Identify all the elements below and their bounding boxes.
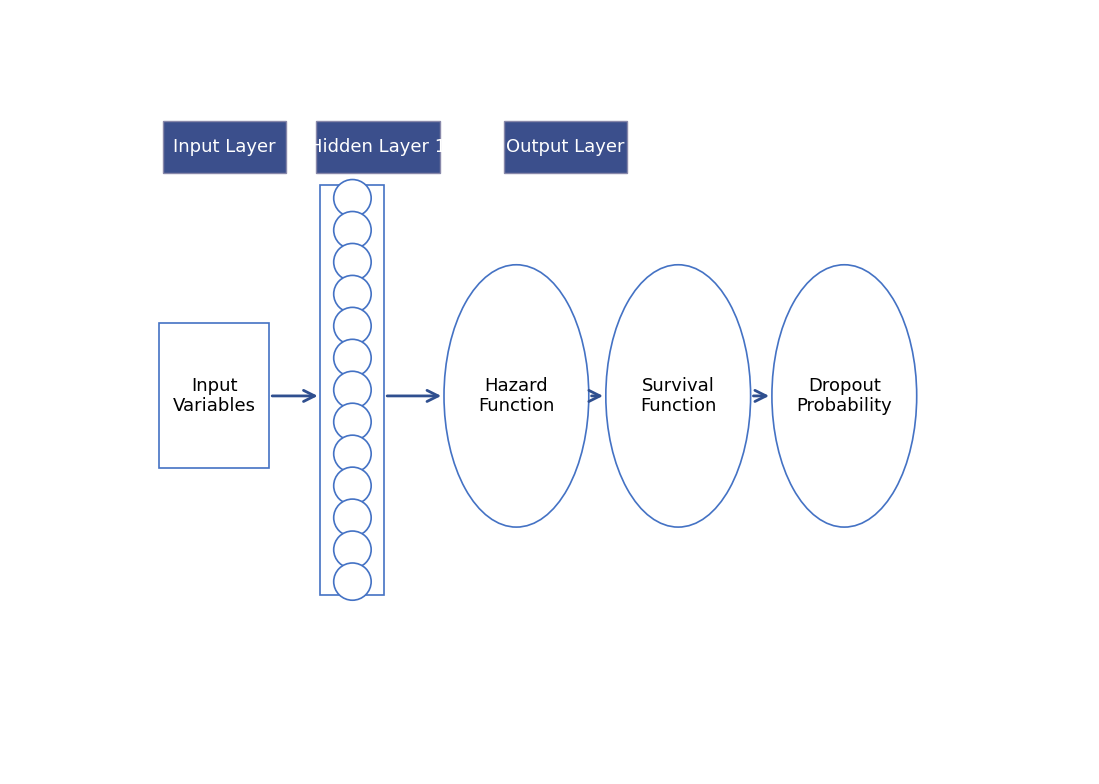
- Ellipse shape: [334, 307, 371, 345]
- Text: Dropout
Probability: Dropout Probability: [797, 376, 892, 416]
- Text: Hidden Layer 1: Hidden Layer 1: [310, 138, 446, 156]
- Text: Survival
Function: Survival Function: [640, 376, 717, 416]
- Ellipse shape: [334, 435, 371, 473]
- Text: Input
Variables: Input Variables: [173, 376, 256, 416]
- Ellipse shape: [334, 339, 371, 376]
- Ellipse shape: [334, 403, 371, 441]
- Bar: [158, 324, 269, 468]
- FancyBboxPatch shape: [163, 122, 287, 172]
- Text: Output Layer: Output Layer: [507, 138, 624, 156]
- Ellipse shape: [334, 212, 371, 249]
- Ellipse shape: [334, 563, 371, 601]
- Ellipse shape: [334, 275, 371, 313]
- Ellipse shape: [444, 265, 589, 527]
- Text: Hazard
Function: Hazard Function: [478, 376, 555, 416]
- Ellipse shape: [334, 499, 371, 536]
- Ellipse shape: [334, 180, 371, 216]
- FancyBboxPatch shape: [503, 122, 628, 172]
- Ellipse shape: [334, 467, 371, 504]
- Ellipse shape: [334, 372, 371, 408]
- Ellipse shape: [334, 531, 371, 568]
- Ellipse shape: [334, 244, 371, 281]
- Text: Input Layer: Input Layer: [174, 138, 276, 156]
- FancyBboxPatch shape: [317, 122, 440, 172]
- Ellipse shape: [771, 265, 917, 527]
- Bar: [321, 185, 385, 595]
- Ellipse shape: [606, 265, 751, 527]
